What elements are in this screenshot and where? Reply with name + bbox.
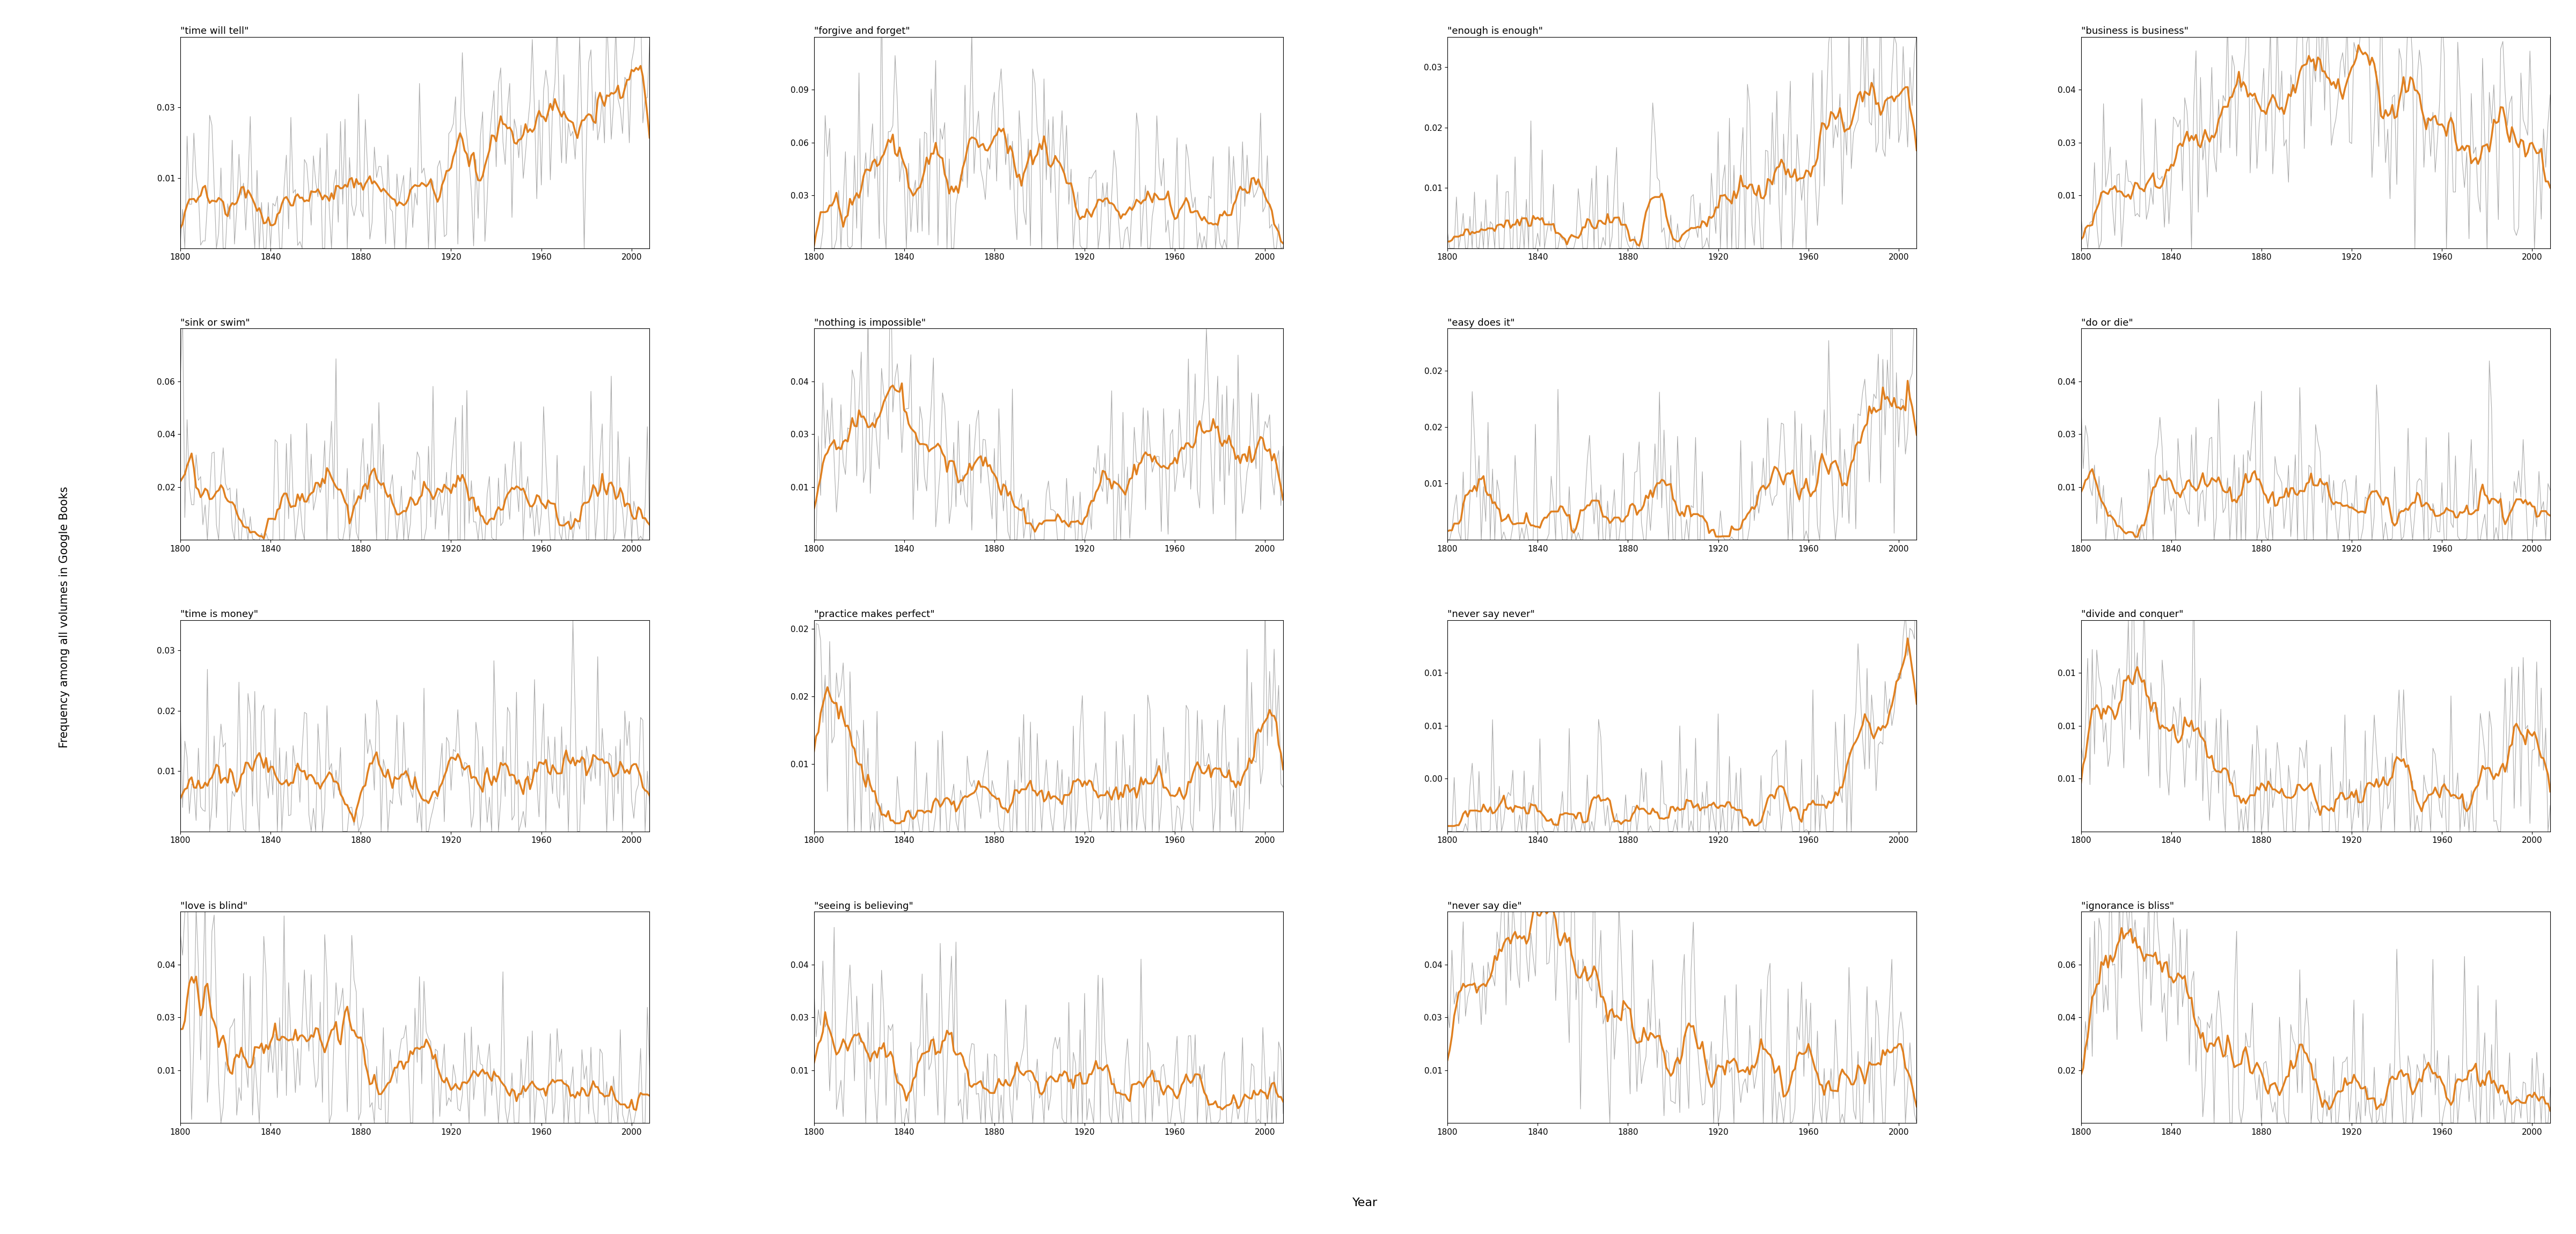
Text: "time will tell": "time will tell" — [180, 26, 250, 36]
Text: "nothing is impossible": "nothing is impossible" — [814, 318, 925, 328]
Text: "enough is enough": "enough is enough" — [1448, 26, 1543, 36]
Text: "never say never": "never say never" — [1448, 610, 1535, 619]
Text: "sink or swim": "sink or swim" — [180, 318, 250, 328]
Text: "practice makes perfect": "practice makes perfect" — [814, 610, 935, 619]
Text: Year: Year — [1352, 1198, 1378, 1208]
Text: "forgive and forget": "forgive and forget" — [814, 26, 909, 36]
Text: "ignorance is bliss": "ignorance is bliss" — [2081, 901, 2174, 911]
Text: "seeing is believing": "seeing is believing" — [814, 901, 912, 911]
Text: "never say die": "never say die" — [1448, 901, 1522, 911]
Text: "do or die": "do or die" — [2081, 318, 2133, 328]
Text: Frequency among all volumes in Google Books: Frequency among all volumes in Google Bo… — [59, 486, 70, 748]
Text: "business is business": "business is business" — [2081, 26, 2187, 36]
Text: "divide and conquer": "divide and conquer" — [2081, 610, 2184, 619]
Text: "easy does it": "easy does it" — [1448, 318, 1515, 328]
Text: "love is blind": "love is blind" — [180, 901, 247, 911]
Text: "time is money": "time is money" — [180, 610, 258, 619]
